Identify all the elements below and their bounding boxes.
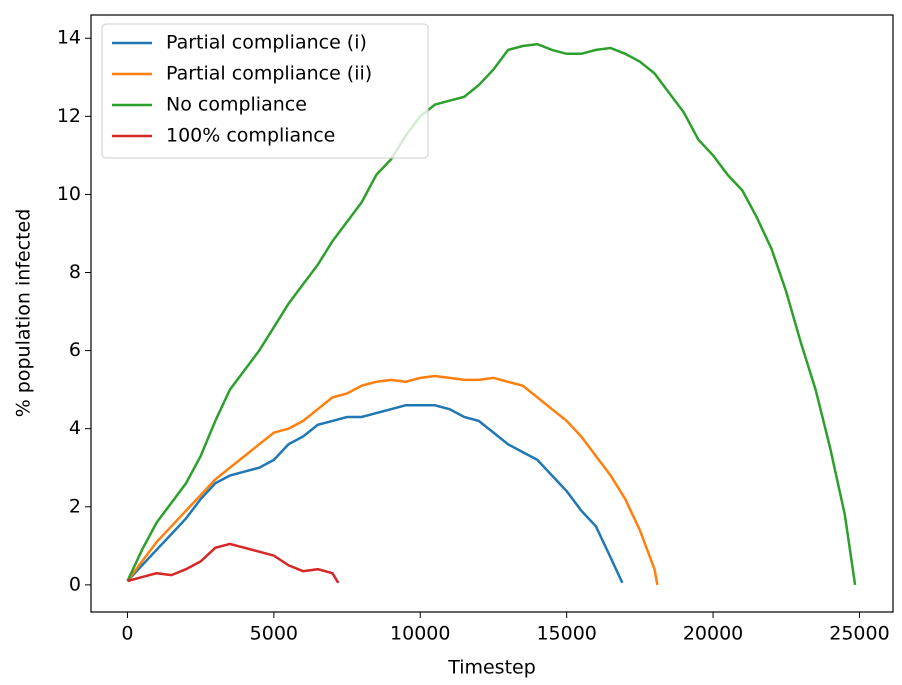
legend-label: 100% compliance bbox=[166, 125, 335, 147]
y-tick-label: 8 bbox=[69, 261, 81, 283]
y-tick-label: 2 bbox=[69, 495, 81, 517]
series-line bbox=[126, 404, 624, 584]
y-tick-label: 12 bbox=[57, 105, 81, 127]
series-line bbox=[126, 374, 659, 586]
legend-box bbox=[101, 23, 429, 159]
x-tick-label: 0 bbox=[121, 623, 133, 645]
y-tick-label: 14 bbox=[57, 27, 81, 49]
x-tick-label: 5000 bbox=[250, 623, 298, 645]
x-tick-label: 25000 bbox=[829, 623, 889, 645]
x-axis-label: Timestep bbox=[447, 657, 536, 679]
x-tick-label: 10000 bbox=[390, 623, 450, 645]
legend-label: Partial compliance (ii) bbox=[166, 63, 372, 85]
series-line bbox=[127, 542, 340, 584]
plot-frame bbox=[90, 14, 894, 613]
series-line bbox=[126, 42, 857, 586]
x-tick-label: 20000 bbox=[683, 623, 743, 645]
y-tick-label: 0 bbox=[69, 573, 81, 595]
y-tick-label: 6 bbox=[69, 339, 81, 361]
y-tick-label: 10 bbox=[57, 183, 81, 205]
x-tick-label: 15000 bbox=[536, 623, 596, 645]
legend-label: Partial compliance (i) bbox=[166, 32, 367, 54]
legend-label: No compliance bbox=[166, 94, 307, 116]
y-axis-label: % population infected bbox=[13, 209, 35, 418]
y-tick-label: 4 bbox=[69, 417, 81, 439]
